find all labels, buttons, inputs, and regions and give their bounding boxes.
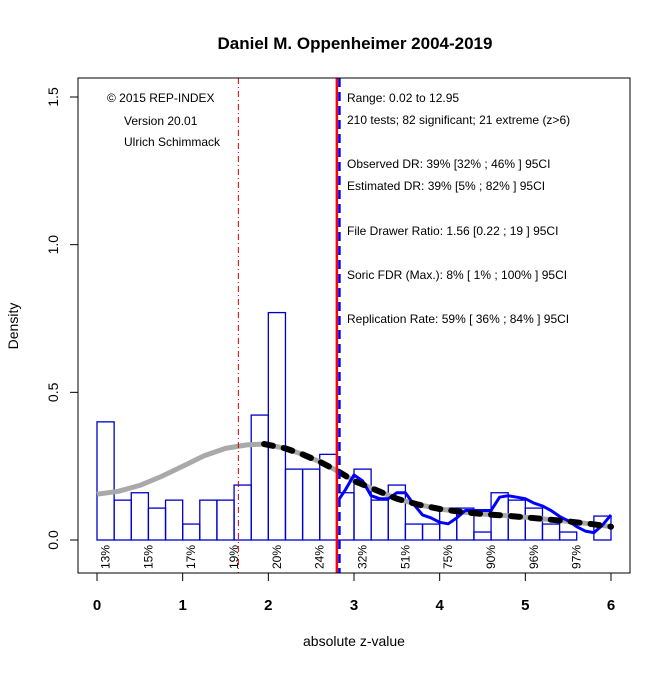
tests-text: 210 tests; 82 significant; 21 extreme (z… bbox=[347, 113, 570, 127]
x-tick-label: 0 bbox=[93, 597, 101, 614]
observed-dr-text: Observed DR: 39% [32% ; 46% ] 95CI bbox=[347, 157, 550, 171]
y-tick-label: 1.5 bbox=[45, 87, 61, 107]
y-tick-label: 0.5 bbox=[45, 382, 61, 402]
y-axis: 0.0 0.5 1.0 1.5 bbox=[45, 87, 78, 550]
x-tick-label: 1 bbox=[178, 597, 186, 614]
bin-percent-labels: 13% 15% 17% 19% 20% 24% 32% 51% 75% 90% 96% 97% bbox=[99, 545, 584, 569]
replication-rate-text: Replication Rate: 59% [ 36% ; 84% ] 95CI bbox=[347, 312, 569, 326]
estimated-dr-text: Estimated DR: 39% [5% ; 82% ] 95CI bbox=[347, 179, 545, 193]
version-text: Version 20.01 bbox=[124, 114, 198, 128]
bin-percent-label: 32% bbox=[356, 545, 370, 569]
bin-percent-label: 15% bbox=[141, 545, 155, 569]
x-tick-label: 6 bbox=[607, 597, 615, 614]
bin-percent-label: 96% bbox=[527, 545, 541, 569]
x-tick-label: 2 bbox=[264, 597, 272, 614]
bin-percent-label: 90% bbox=[484, 545, 498, 569]
model-density-curve-black-dashed bbox=[261, 441, 614, 530]
bin-percent-label: 13% bbox=[99, 545, 113, 569]
file-drawer-text: File Drawer Ratio: 1.56 [0.22 ; 19 ] 95C… bbox=[347, 224, 558, 238]
copyright-text: © 2015 REP-INDEX bbox=[107, 91, 215, 105]
legend-right-annotations: Range: 0.02 to 12.95 210 tests; 82 signi… bbox=[347, 91, 570, 326]
chart-title: Daniel M. Oppenheimer 2004-2019 bbox=[218, 34, 493, 53]
histogram-bar bbox=[387, 484, 407, 541]
bin-percent-label: 24% bbox=[313, 545, 327, 569]
histogram-bar bbox=[267, 311, 287, 541]
y-axis-label: Density bbox=[5, 303, 21, 350]
bin-percent-label: 17% bbox=[184, 545, 198, 569]
threshold-lines bbox=[237, 78, 341, 573]
range-text: Range: 0.02 to 12.95 bbox=[347, 91, 459, 105]
soric-fdr-text: Soric FDR (Max.): 8% [ 1% ; 100% ] 95CI bbox=[347, 268, 567, 282]
bin-percent-label: 19% bbox=[227, 545, 241, 569]
x-tick-label: 5 bbox=[521, 597, 529, 614]
bin-percent-label: 75% bbox=[441, 545, 455, 569]
histogram-bar bbox=[456, 507, 475, 541]
x-axis: 0 1 2 3 4 5 6 bbox=[93, 573, 615, 614]
histogram-bar bbox=[164, 499, 184, 541]
bin-percent-label: 97% bbox=[570, 545, 584, 569]
bin-percent-label: 20% bbox=[270, 545, 284, 569]
bin-percent-label: 51% bbox=[398, 545, 412, 569]
density-curves bbox=[96, 441, 614, 535]
histogram-bars bbox=[96, 311, 612, 541]
x-axis-label: absolute z-value bbox=[303, 633, 405, 649]
y-tick-label: 1.0 bbox=[45, 235, 61, 255]
y-tick-label: 0.0 bbox=[45, 530, 61, 550]
author-text: Ulrich Schimmack bbox=[124, 135, 221, 149]
histogram-bar bbox=[558, 531, 578, 541]
x-tick-label: 4 bbox=[435, 597, 444, 614]
legend-left-annotations: © 2015 REP-INDEX Version 20.01 Ulrich Sc… bbox=[107, 91, 221, 149]
histogram-bar bbox=[96, 421, 115, 541]
x-tick-label: 3 bbox=[350, 597, 358, 614]
